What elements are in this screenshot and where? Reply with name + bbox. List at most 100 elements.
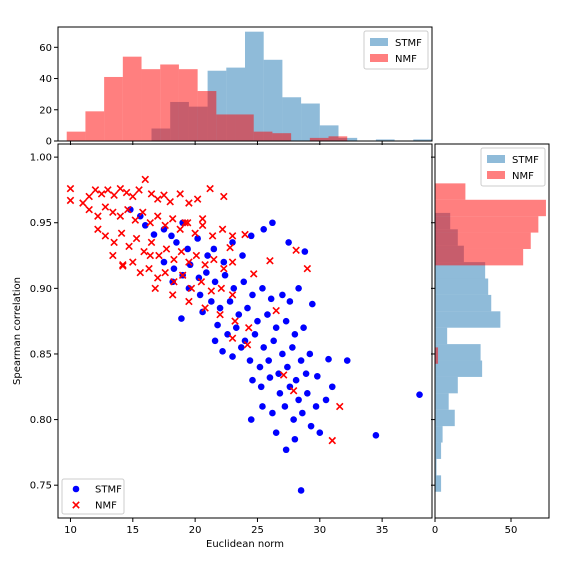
scatter-point-nmf (139, 208, 147, 217)
scatter-point-stmf (299, 409, 306, 417)
scatter-point-stmf (289, 344, 296, 351)
scatter-point-stmf (247, 232, 255, 240)
scatter-point-nmf (101, 203, 110, 211)
scatter-point-nmf (146, 251, 155, 260)
scatter-point-nmf (155, 251, 163, 260)
right-hist-bar-stmf (435, 393, 449, 410)
right-hist-bar-nmf (435, 199, 546, 217)
scatter-point-stmf (168, 232, 175, 240)
scatter-point-nmf (66, 196, 75, 205)
top-y-tick-label: 20 (39, 105, 52, 116)
scatter-point-stmf (300, 324, 307, 332)
scatter-point-nmf (97, 190, 106, 198)
scatter-point-nmf (153, 195, 162, 203)
top-hist-bar-stmf (282, 97, 302, 141)
scatter-point-nmf (85, 192, 93, 201)
right-histogram-ticks: 0 50 (431, 156, 517, 536)
scatter-point-nmf (109, 208, 117, 217)
scatter-point-stmf (239, 252, 246, 259)
scatter-point-nmf (79, 199, 87, 207)
scatter-point-stmf (284, 363, 291, 371)
scatter-point-stmf (282, 317, 290, 325)
scatter-point-nmf (104, 186, 112, 194)
scatter-point-stmf (343, 357, 351, 364)
scatter-point-nmf (161, 268, 169, 277)
scatter-point-nmf (243, 341, 252, 349)
scatter-point-nmf (178, 271, 187, 279)
scatter-legend: STMF NMF (61, 478, 125, 515)
scatter-point-stmf (297, 357, 305, 364)
scatter-point-stmf (322, 396, 330, 404)
scatter-point-nmf (249, 270, 258, 278)
scatter-point-nmf (185, 297, 193, 306)
scatter-point-nmf (124, 205, 132, 214)
top-hist-bar-nmf (309, 137, 329, 141)
scatter-point-nmf (168, 215, 177, 223)
scatter-legend-marker-nmf (72, 501, 80, 509)
scatter-point-nmf (201, 260, 209, 269)
scatter-point-nmf (220, 264, 228, 273)
scatter-point-stmf (257, 383, 265, 391)
top-hist-bar-nmf (272, 133, 292, 141)
scatter-point-stmf (325, 355, 332, 363)
scatter-frame (57, 143, 433, 519)
top-hist-bar-stmf (245, 31, 264, 141)
right-hist-bar-stmf (435, 475, 442, 492)
scatter-point-nmf (272, 306, 280, 315)
scatter-point-nmf (145, 264, 153, 273)
scatter-point-stmf (316, 429, 324, 437)
x-tick-label: 15 (126, 525, 139, 536)
scatter-point-stmf (295, 285, 302, 292)
scatter-point-stmf (260, 226, 268, 233)
scatter-point-stmf (304, 390, 311, 397)
scatter-point-nmf (191, 229, 199, 238)
scatter-point-nmf (228, 291, 237, 299)
scatter-point-stmf (269, 219, 276, 227)
scatter-point-nmf (228, 232, 237, 240)
top-histogram-frame (57, 26, 433, 142)
scatter-point-stmf (249, 376, 256, 384)
scatter-point-nmf (192, 251, 201, 260)
right-hist-bar-nmf (435, 216, 539, 233)
right-hist-bar-stmf (435, 360, 483, 377)
scatter-point-stmf (173, 239, 180, 246)
scatter-point-nmf (185, 258, 193, 266)
scatter-point-nmf (177, 247, 186, 256)
top-hist-bar-stmf (301, 103, 320, 141)
scatter-point-stmf (264, 311, 271, 318)
scatter-point-stmf (240, 278, 248, 286)
right-histogram-legend: STMF NMF (480, 147, 546, 187)
y-tick-label: 0.75 (30, 481, 52, 492)
scatter-point-nmf (109, 251, 117, 260)
scatter-point-nmf (228, 334, 237, 342)
top-hist-bar-nmf (178, 69, 198, 141)
scatter-point-nmf (66, 184, 75, 193)
scatter-point-nmf (94, 212, 102, 220)
scatter-point-stmf (204, 252, 211, 259)
scatter-point-stmf (265, 357, 272, 364)
scatter-point-nmf (160, 191, 168, 199)
scatter-point-stmf (229, 239, 236, 246)
top-hist-bar-nmf (197, 91, 217, 141)
right-hist-bar-stmf (435, 327, 448, 345)
right-hist-bar-nmf (435, 347, 439, 364)
scatter-ticks: 10 15 20 25 30 35 0.75 0.80 0.85 0.90 0.95 1.00 (30, 153, 389, 536)
scatter-point-nmf (101, 232, 110, 240)
scatter-point-nmf (153, 274, 162, 282)
top-hist-bar-nmf (66, 131, 86, 141)
top-y-tick-label: 40 (39, 74, 52, 85)
top-hist-bar-stmf (338, 137, 358, 141)
scatter-point-nmf (183, 218, 192, 227)
right-histogram-frame (434, 143, 550, 519)
scatter-point-nmf (119, 260, 127, 269)
scatter-point-stmf (285, 239, 292, 246)
scatter-point-nmf (146, 218, 155, 227)
top-hist-bar-nmf (122, 56, 142, 141)
scatter-point-nmf (193, 195, 202, 203)
scatter-point-nmf (147, 238, 156, 247)
scatter-point-stmf (292, 376, 300, 384)
scatter-point-nmf (226, 243, 234, 252)
scatter-point-stmf (291, 330, 299, 338)
scatter-point-nmf (220, 192, 228, 201)
scatter-point-nmf (228, 258, 237, 266)
